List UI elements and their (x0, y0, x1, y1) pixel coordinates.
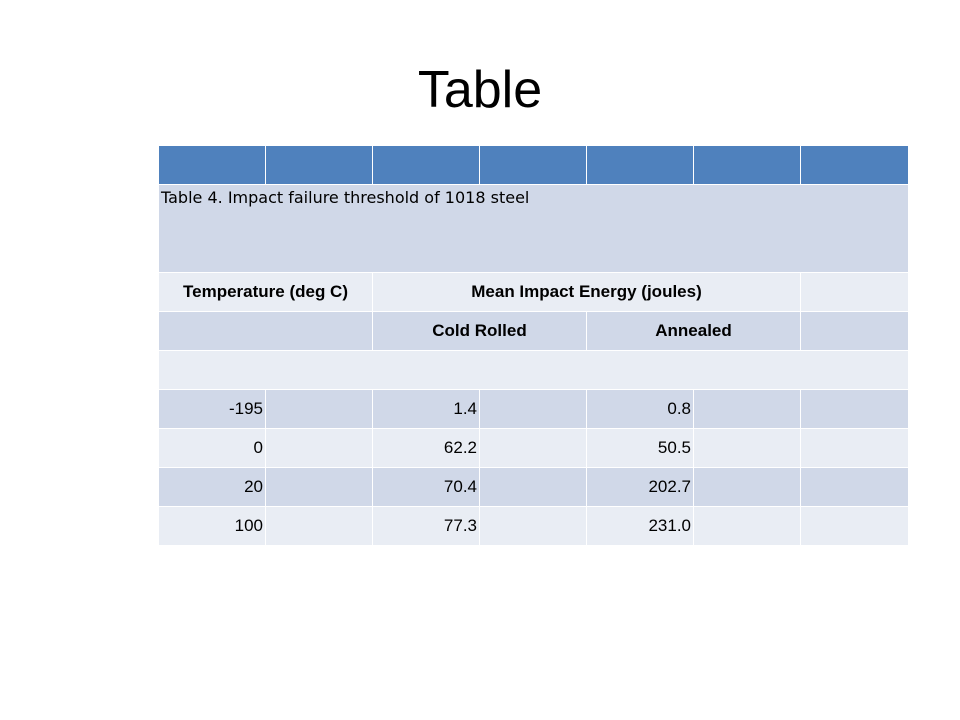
empty-cell (265, 428, 373, 468)
table-header-row (158, 145, 909, 185)
cold-rolled-header: Cold Rolled (372, 311, 587, 351)
empty-cell (479, 389, 587, 429)
slide-title: Table (417, 61, 543, 119)
empty-cell (265, 467, 373, 507)
temperature-header: Temperature (deg C) (158, 272, 373, 312)
empty-cell (693, 467, 801, 507)
empty-cell (800, 311, 909, 351)
empty-cell (693, 389, 801, 429)
annealed-header: Annealed (586, 311, 801, 351)
temperature-cell: 20 (158, 467, 266, 507)
empty-cell (693, 506, 801, 546)
table-row: -195 1.4 0.8 (158, 389, 909, 429)
cold-rolled-cell: 77.3 (372, 506, 480, 546)
empty-cell (800, 428, 909, 468)
empty-cell (800, 272, 909, 312)
impact-data-table: Table 4. Impact failure threshold of 101… (158, 145, 909, 546)
header-cell (800, 145, 909, 185)
empty-cell (265, 506, 373, 546)
table-row: 20 70.4 202.7 (158, 467, 909, 507)
empty-cell (265, 389, 373, 429)
empty-cell (479, 467, 587, 507)
temperature-cell: -195 (158, 389, 266, 429)
annealed-cell: 231.0 (586, 506, 694, 546)
empty-cell (158, 350, 909, 390)
empty-cell (800, 389, 909, 429)
annealed-cell: 202.7 (586, 467, 694, 507)
mean-impact-energy-header: Mean Impact Energy (joules) (372, 272, 801, 312)
empty-cell (158, 311, 373, 351)
header-cell (372, 145, 480, 185)
empty-cell (800, 506, 909, 546)
column-header-row: Temperature (deg C) Mean Impact Energy (… (158, 272, 909, 312)
header-cell (586, 145, 694, 185)
header-cell (693, 145, 801, 185)
header-cell (265, 145, 373, 185)
cold-rolled-cell: 70.4 (372, 467, 480, 507)
header-cell (158, 145, 266, 185)
subheader-row: Cold Rolled Annealed (158, 311, 909, 351)
annealed-cell: 50.5 (586, 428, 694, 468)
temperature-cell: 100 (158, 506, 266, 546)
empty-cell (693, 428, 801, 468)
table-row: 0 62.2 50.5 (158, 428, 909, 468)
table-caption: Table 4. Impact failure threshold of 101… (158, 184, 909, 273)
temperature-cell: 0 (158, 428, 266, 468)
table-row: 100 77.3 231.0 (158, 506, 909, 546)
annealed-cell: 0.8 (586, 389, 694, 429)
empty-cell (479, 506, 587, 546)
cold-rolled-cell: 62.2 (372, 428, 480, 468)
caption-row: Table 4. Impact failure threshold of 101… (158, 184, 909, 273)
cold-rolled-cell: 1.4 (372, 389, 480, 429)
empty-cell (800, 467, 909, 507)
header-cell (479, 145, 587, 185)
spacer-row (158, 350, 909, 390)
empty-cell (479, 428, 587, 468)
